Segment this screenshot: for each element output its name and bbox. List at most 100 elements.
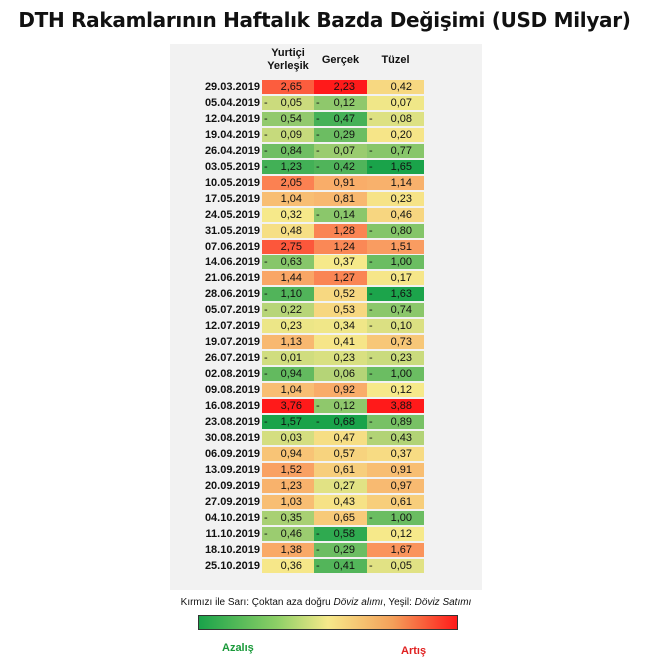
cell-value: 0,43: [390, 431, 412, 444]
cell-value: 1,27: [333, 272, 355, 285]
cell-minus-sign: -: [264, 352, 268, 365]
heatmap-cell: 1,14: [367, 175, 424, 191]
cell-minus-sign: -: [369, 559, 373, 572]
heatmap-cell: 0,41: [314, 335, 367, 351]
row-date-label: 28.06.2019: [204, 288, 260, 301]
legend-note: Kırmızı ile Sarı: Çoktan aza doğru Döviz…: [170, 597, 482, 608]
cell-value: 0,12: [390, 527, 412, 540]
heatmap-cell: 0,46: [367, 207, 424, 223]
heatmap-cell: 0,03: [262, 430, 314, 446]
row-date-label: 05.07.2019: [204, 304, 260, 317]
cell-value: 2,65: [280, 81, 302, 93]
cell-value: 0,12: [333, 400, 355, 412]
row-date-label: 23.08.2019: [204, 415, 260, 428]
cell-value: 0,73: [390, 336, 412, 349]
cell-value: 0,68: [333, 415, 355, 428]
cell-value: 0,47: [333, 112, 355, 125]
row-date-label: 26.04.2019: [204, 144, 260, 157]
cell-minus-sign: -: [264, 288, 268, 301]
heatmap-cell: -0,46: [262, 526, 314, 542]
heatmap-cell: 0,57: [314, 446, 367, 462]
heatmap-cell: -0,54: [262, 111, 314, 127]
cell-value: 0,46: [390, 208, 412, 221]
cell-minus-sign: -: [369, 304, 373, 317]
cell-minus-sign: -: [316, 112, 320, 125]
legend-note-mid: , Yeşil:: [382, 597, 415, 608]
cell-value: 0,61: [333, 463, 355, 476]
cell-minus-sign: -: [264, 112, 268, 125]
cell-value: 1,03: [280, 495, 302, 508]
cell-minus-sign: -: [316, 543, 320, 556]
cell-minus-sign: -: [264, 96, 268, 109]
heatmap-cell: 0,27: [314, 478, 367, 494]
heatmap-cell: - 1,00: [367, 367, 424, 383]
cell-value: 0,81: [333, 192, 355, 205]
column-header-tuzel: Tüzel: [381, 54, 410, 66]
heatmap-cell: 1,13: [262, 335, 314, 351]
row-date-label: 09.08.2019: [204, 384, 260, 397]
heatmap-cell: - 1,00: [367, 510, 424, 526]
heatmap-cell: -1,57: [262, 414, 314, 430]
cell-value: 0,23: [280, 320, 302, 333]
row-date-label: 07.06.2019: [204, 240, 260, 253]
cell-value: 2,75: [280, 240, 302, 253]
cell-value: 1,00: [390, 256, 412, 269]
heatmap-cell: -0,22: [262, 303, 314, 319]
cell-value: 1,04: [280, 384, 302, 397]
cell-value: 0,65: [333, 511, 355, 524]
cell-value: 0,74: [390, 304, 412, 317]
cell-minus-sign: -: [369, 352, 373, 365]
cell-minus-sign: -: [264, 368, 268, 381]
heatmap-cell: 3,88: [367, 399, 424, 414]
heatmap-cell: -0,58: [314, 526, 367, 542]
legend-note-sell: Döviz Satımı: [414, 597, 472, 608]
heatmap-cell: - 0,05: [367, 558, 424, 574]
heatmap-cell: 1,52: [262, 462, 314, 478]
heatmap-cell: 2,75: [262, 239, 314, 255]
heatmap-cell: 0,36: [262, 558, 314, 574]
cell-value: 1,63: [390, 288, 412, 301]
cell-minus-sign: -: [369, 431, 373, 444]
cell-value: 0,07: [390, 96, 412, 109]
cell-value: 0,20: [390, 128, 412, 141]
heatmap-cell: -0,47: [314, 111, 367, 127]
cell-value: 1,52: [280, 463, 302, 476]
cell-minus-sign: -: [264, 160, 268, 173]
cell-minus-sign: -: [316, 160, 320, 173]
cell-minus-sign: -: [264, 527, 268, 540]
heatmap-cell: 0,07: [367, 95, 424, 111]
cell-value: 0,23: [333, 352, 355, 365]
legend-low-label: Azalış: [222, 642, 254, 654]
column-header-yurtici: Yurtiçi Yerleşik: [267, 47, 309, 72]
cell-value: 2,23: [333, 81, 355, 93]
cell-value: 0,41: [333, 559, 355, 572]
cell-minus-sign: -: [316, 96, 320, 109]
heatmap-cell: - 0,77: [367, 143, 424, 159]
cell-value: 0,09: [280, 128, 302, 141]
cell-value: 0,53: [333, 304, 355, 317]
heatmap-cell: 0,23: [314, 351, 367, 367]
cell-value: 0,05: [390, 559, 412, 572]
cell-value: 0,01: [280, 352, 302, 365]
cell-value: 1,04: [280, 192, 302, 205]
heatmap-cell: - 1,65: [367, 159, 424, 175]
row-date-label: 26.07.2019: [204, 352, 260, 365]
heatmap-cell: -0,29: [314, 542, 367, 558]
heatmap-cell: 0,12: [367, 383, 424, 399]
cell-value: 0,27: [333, 479, 355, 492]
heatmap-cell: 0,91: [314, 175, 367, 191]
heatmap-cell: 0,92: [314, 383, 367, 399]
cell-value: 0,42: [333, 160, 355, 173]
heatmap-cell: -0,29: [314, 127, 367, 143]
cell-minus-sign: -: [316, 559, 320, 572]
cell-minus-sign: -: [369, 320, 373, 333]
row-date-label: 11.10.2019: [205, 527, 260, 540]
cell-minus-sign: -: [316, 415, 320, 428]
heatmap-cell: -0,94: [262, 367, 314, 383]
heatmap-cell: 0,32: [262, 207, 314, 223]
heatmap-cell: 0,73: [367, 335, 424, 351]
row-date-label: 14.06.2019: [204, 256, 260, 269]
row-date-label: 03.05.2019: [204, 160, 260, 173]
cell-value: 0,91: [390, 463, 412, 476]
heatmap-cell: -0,63: [262, 255, 314, 271]
